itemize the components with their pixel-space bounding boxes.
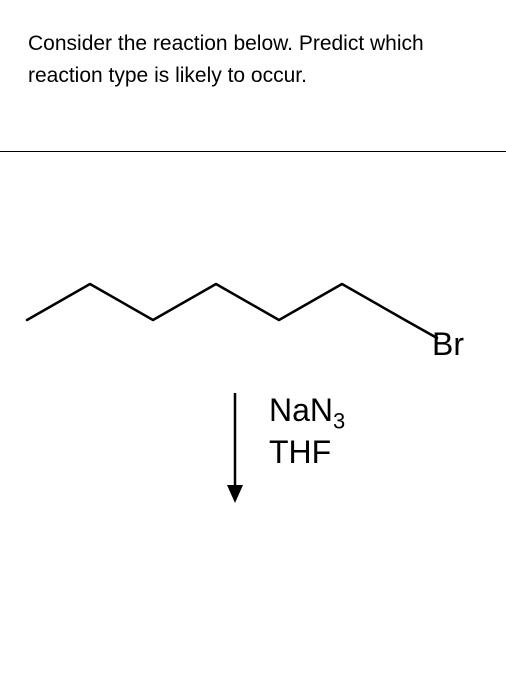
- molecule-structure: [12, 242, 442, 352]
- question-text: Consider the reaction below. Predict whi…: [0, 0, 506, 111]
- bromine-label: Br: [432, 326, 464, 363]
- reagent-label: NaN3: [269, 392, 345, 434]
- reaction-arrow: [220, 388, 250, 508]
- reagent-subscript: 3: [333, 408, 345, 433]
- reagent-formula: NaN: [269, 392, 333, 428]
- solvent-label: THF: [269, 434, 331, 471]
- reaction-diagram: Br NaN3 THF: [0, 152, 506, 612]
